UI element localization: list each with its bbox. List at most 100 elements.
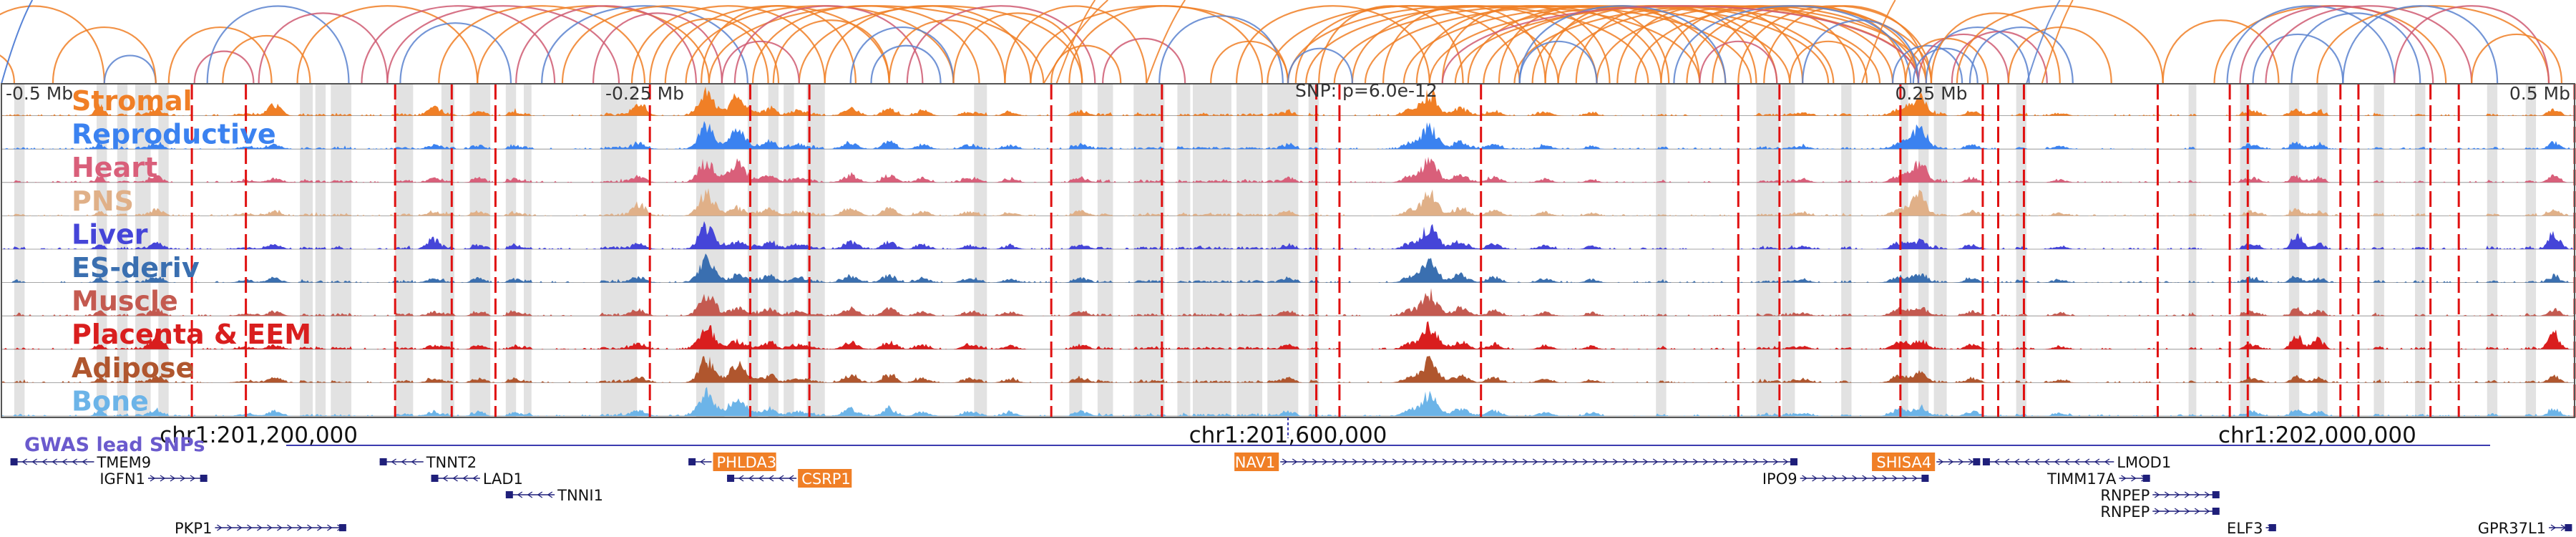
strand-arrow (1562, 458, 1568, 465)
strand-arrow (1572, 458, 1579, 465)
strand-arrow (180, 475, 186, 482)
strand-arrow (1352, 458, 1358, 465)
interaction-arc (751, 5, 980, 84)
strand-arrow (1812, 475, 1818, 482)
peak-region (2415, 84, 2426, 417)
strand-arrow (2550, 524, 2557, 531)
interaction-arc (1287, 47, 1353, 84)
peak-region (135, 84, 151, 417)
gene: TMEM9 (10, 454, 151, 471)
strand-arrow (1672, 458, 1679, 465)
strand-arrow (1362, 458, 1368, 465)
interaction-arc (2316, 5, 2550, 84)
strand-arrow (391, 458, 396, 465)
peak-region (1782, 84, 1795, 417)
strand-arrow (237, 524, 243, 531)
gene: RNPEP (2100, 503, 2220, 521)
interaction-arc (222, 34, 311, 84)
interaction-arc (1917, 33, 2009, 84)
strand-arrow (2044, 458, 2050, 465)
signal-area (1, 120, 2575, 150)
strand-arrow (1622, 458, 1629, 465)
peak-region (1656, 84, 1667, 417)
strand-arrow (2094, 458, 2100, 465)
signal-area (1, 253, 2575, 283)
interaction-arc (1518, 40, 1598, 84)
top-tick-label: 0.5 Mb (2509, 83, 2570, 104)
gene: IGFN1 (99, 470, 208, 488)
interaction-arc (1925, 26, 2030, 84)
strand-arrow (401, 458, 406, 465)
interaction-arc (1930, 12, 2061, 84)
strand-arrow (1522, 458, 1528, 465)
strand-arrow (1852, 475, 1858, 482)
strand-arrow (1312, 458, 1318, 465)
peak-region (158, 84, 169, 417)
strand-arrow (307, 524, 313, 531)
strand-arrow (1442, 458, 1448, 465)
strand-arrow (1492, 458, 1498, 465)
gene-label: NAV1 (1235, 454, 1275, 471)
strand-arrow (327, 524, 333, 531)
gene-label: ELF3 (2227, 520, 2263, 537)
track-label: PNS (72, 185, 134, 217)
track-label: Muscle (72, 286, 178, 317)
interaction-arc-offscreen (2041, 0, 2074, 84)
strand-arrow (1732, 458, 1739, 465)
interaction-arc (296, 5, 479, 84)
interaction-arc (2162, 19, 2280, 84)
strand-arrow (2064, 458, 2070, 465)
strand-arrow (52, 458, 57, 465)
gene-exon (2565, 524, 2572, 531)
gene-label: IPO9 (1762, 470, 1797, 488)
strand-arrow (2174, 491, 2180, 498)
strand-arrow (2074, 458, 2080, 465)
signal-area (1, 221, 2575, 249)
gene: SHISA4 (1872, 453, 1981, 471)
strand-arrow (1994, 458, 2000, 465)
interaction-arc (167, 26, 273, 84)
gene-highlight-box (713, 453, 776, 471)
strand-arrow (2004, 458, 2010, 465)
strand-arrow (1712, 458, 1719, 465)
strand-arrow (1752, 458, 1759, 465)
peak-region (974, 84, 987, 417)
strand-arrow (227, 524, 233, 531)
gwas-label: GWAS lead SNPs (24, 434, 205, 456)
peak-region (1933, 84, 1947, 417)
signal-area (1, 87, 2575, 116)
strand-arrow (547, 491, 553, 498)
strand-arrow (160, 475, 166, 482)
strand-arrow (1652, 458, 1659, 465)
strand-arrow (217, 524, 223, 531)
gene: CSRP1 (727, 469, 852, 488)
gene-label: TNNT2 (426, 454, 477, 471)
strand-arrow (1968, 458, 1974, 465)
interaction-arc (103, 54, 157, 84)
peak-region (1236, 84, 1263, 417)
track-label: Stromal (72, 85, 192, 117)
peak-region (331, 84, 352, 417)
track-label: Heart (72, 152, 157, 183)
interaction-arc (1699, 40, 1778, 84)
peak-region (1097, 84, 1113, 417)
strand-arrow (2024, 458, 2030, 465)
strand-arrow (778, 475, 784, 482)
track-label: Placenta & EEM (72, 319, 311, 350)
peak-region (2487, 84, 2498, 417)
top-ticks: -0.5 Mb -0.25 Mb 0.25 Mb 0.5 Mb (6, 83, 2570, 104)
strand-arrow (527, 491, 533, 498)
gene: LAD1 (431, 470, 523, 488)
interaction-arc (1004, 5, 1148, 84)
coordinate-label: chr1:202,000,000 (2218, 422, 2416, 448)
interaction-arc (52, 26, 157, 84)
coordinate-axis: chr1:201,200,000 chr1:201,600,000 chr1:202… (160, 417, 2490, 448)
strand-arrow (748, 475, 754, 482)
interaction-arc (2226, 5, 2396, 84)
strand-arrow (1912, 475, 1918, 482)
interaction-arc (1101, 37, 1186, 84)
gene-highlight-box (798, 469, 852, 488)
strand-arrow (442, 475, 448, 482)
strand-arrow (170, 475, 176, 482)
interaction-arc (2265, 5, 2473, 84)
